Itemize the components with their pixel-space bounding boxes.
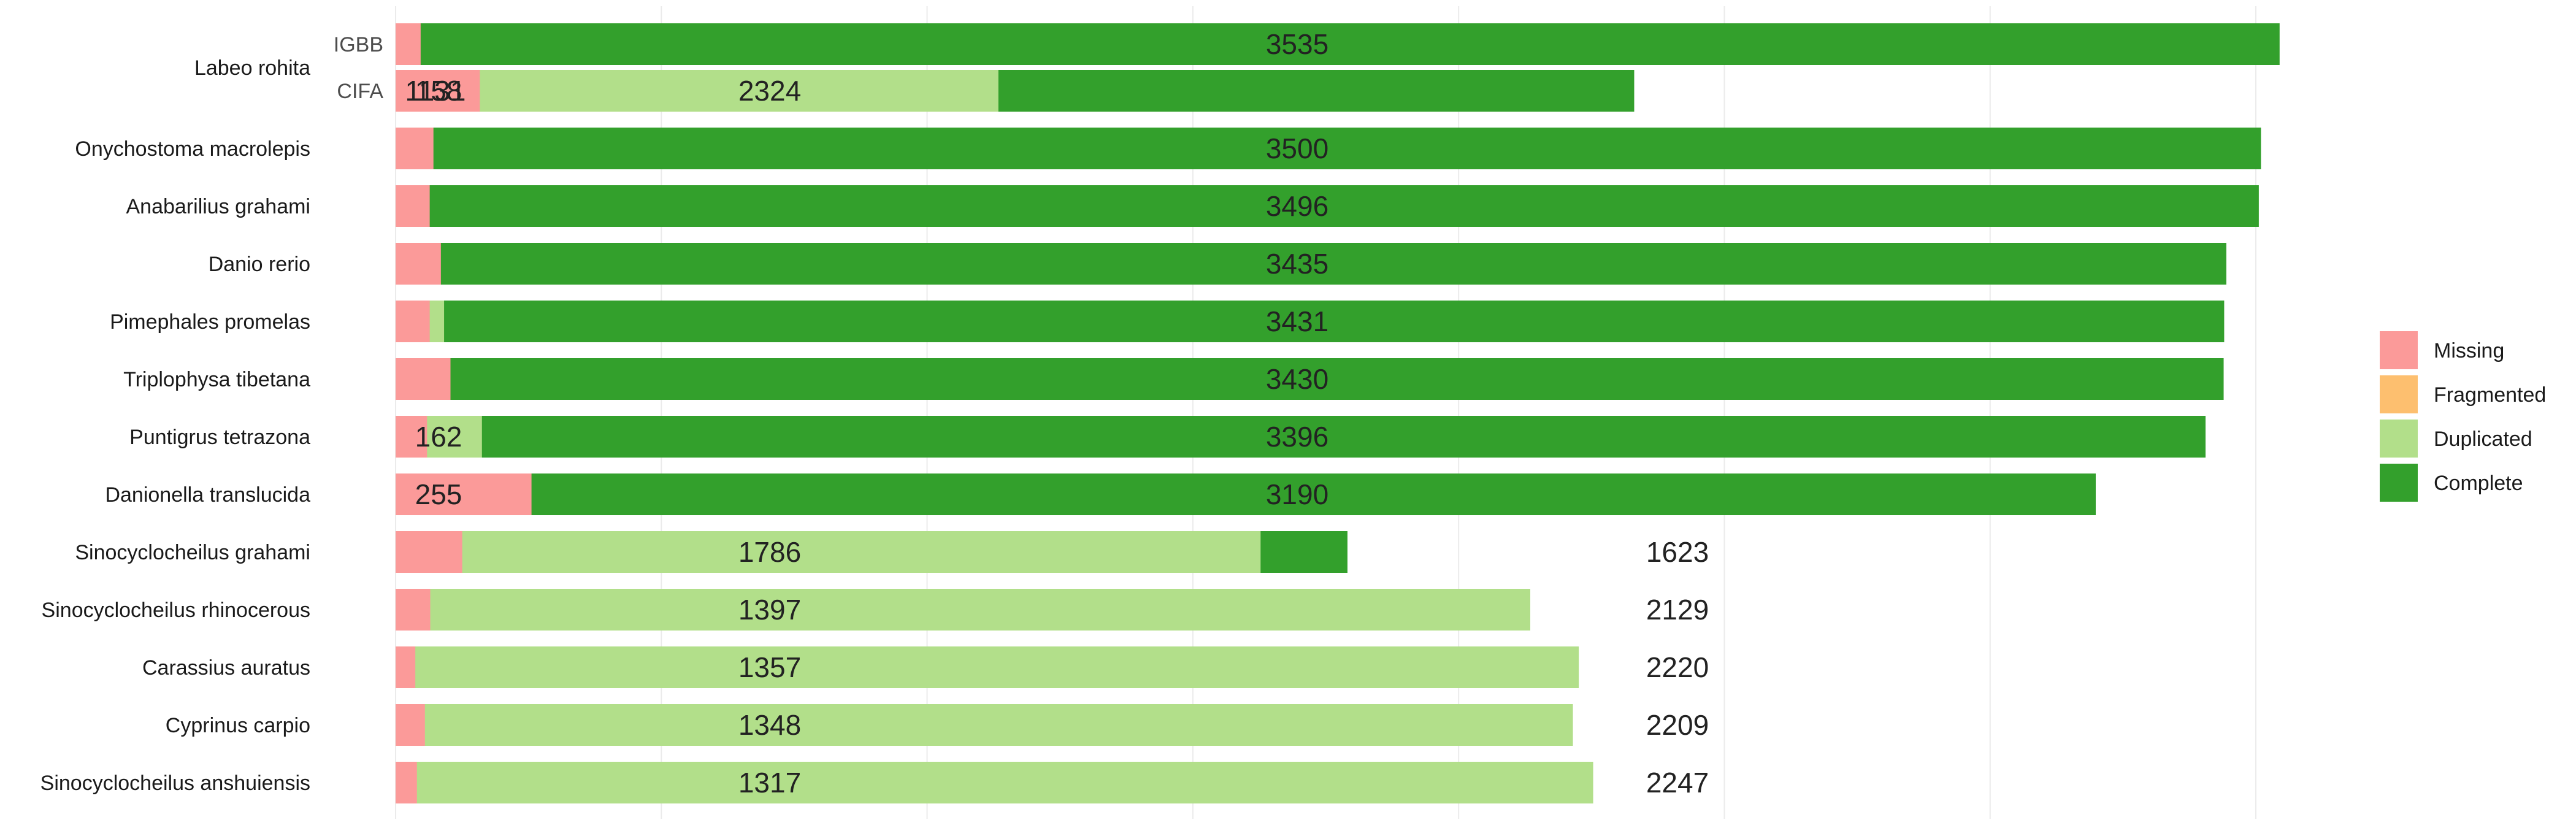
- y-axis-labels: IGBB CIFA Labeo rohita Onychostoma macrolep…: [40, 33, 384, 795]
- bar-duplicated-cyprinus-carpio: [396, 704, 1573, 746]
- bar-label-complete-sinocyclocheilus-rhinocerous: 1397: [738, 594, 801, 626]
- bar-label-missing-labeo-rohita-cifa: 158: [415, 75, 462, 107]
- bar-missing-anabarilius-grahami: [396, 185, 430, 227]
- legend-label-complete: Complete: [2434, 472, 2523, 495]
- bar-label-complete-puntigrus-tetrazona: 3396: [1266, 421, 1328, 453]
- bar-label-complete-danio-rerio: 3435: [1266, 248, 1328, 280]
- bar-label-duplicated-puntigrus-tetrazona: 162: [415, 421, 462, 453]
- bar-label-complete-labeo-rohita-cifa: 2324: [738, 75, 801, 107]
- bar-label-complete-pimephales-promelas: 3431: [1266, 305, 1328, 337]
- bar-label-duplicated-sinocyclocheilus-grahami: 1623: [1646, 536, 1709, 568]
- bar-label-complete-cyprinus-carpio: 1348: [738, 709, 801, 741]
- legend-swatch-missing: [2380, 331, 2418, 369]
- bar-label-complete-labeo-rohita-igbb: 3535: [1266, 28, 1328, 60]
- bar-complete-labeo-rohita-igbb: [396, 23, 2280, 65]
- bar-label-duplicated-carassius-auratus: 2220: [1646, 651, 1709, 683]
- y-label-sinocyclocheilus-anshuiensis: Sinocyclocheilus anshuiensis: [40, 772, 310, 795]
- bar-duplicated-labeo-rohita-cifa: [396, 70, 999, 112]
- y-label-danionella-translucida: Danionella translucida: [105, 483, 310, 507]
- bar-missing-danio-rerio: [396, 243, 441, 285]
- bar-complete-pimephales-promelas: [396, 301, 2225, 342]
- bar-missing-cyprinus-carpio: [396, 704, 425, 746]
- bar-label-duplicated-cyprinus-carpio: 2209: [1646, 709, 1709, 741]
- y-label-anabarilius-grahami: Anabarilius grahami: [126, 195, 311, 218]
- y-label-sinocyclocheilus-rhinocerous: Sinocyclocheilus rhinocerous: [42, 599, 310, 622]
- bar-complete-onychostoma-macrolepis: [396, 128, 2261, 169]
- legend-swatch-fragmented: [2380, 375, 2418, 413]
- bar-missing-labeo-rohita-cifa: [396, 70, 480, 112]
- bar-missing-sinocyclocheilus-rhinocerous: [396, 589, 431, 631]
- bar-label-missing-danionella-translucida: 255: [415, 478, 462, 510]
- bar-missing-danionella-translucida: [396, 473, 532, 515]
- bar-label-complete-onychostoma-macrolepis: 3500: [1266, 132, 1328, 164]
- group-label-cifa: CIFA: [337, 80, 383, 103]
- bar-missing-triplophysa-tibetana: [396, 358, 451, 400]
- y-label-puntigrus-tetrazona: Puntigrus tetrazona: [129, 426, 310, 449]
- legend-swatch-duplicated: [2380, 420, 2418, 458]
- bar-duplicated-sinocyclocheilus-anshuiensis: [396, 762, 1593, 803]
- y-label-pimephales-promelas: Pimephales promelas: [110, 310, 310, 334]
- bar-label-complete-triplophysa-tibetana: 3430: [1266, 363, 1328, 395]
- bar-label-duplicated-sinocyclocheilus-anshuiensis: 2247: [1646, 767, 1709, 799]
- legend-label-missing: Missing: [2434, 339, 2504, 362]
- bar-duplicated-carassius-auratus: [396, 646, 1579, 688]
- bar-label-complete-anabarilius-grahami: 3496: [1266, 190, 1328, 222]
- bar-segments: [396, 23, 2280, 803]
- y-label-danio-rerio: Danio rerio: [209, 253, 310, 276]
- bar-duplicated-sinocyclocheilus-rhinocerous: [396, 589, 1531, 631]
- y-label-carassius-auratus: Carassius auratus: [142, 656, 310, 680]
- bar-complete-puntigrus-tetrazona: [396, 416, 2206, 458]
- bar-missing-puntigrus-tetrazona: [396, 416, 427, 458]
- y-label-onychostoma-macrolepis: Onychostoma macrolepis: [75, 137, 310, 161]
- bar-complete-triplophysa-tibetana: [396, 358, 2224, 400]
- bar-missing-pimephales-promelas: [396, 301, 430, 342]
- y-label-cyprinus-carpio: Cyprinus carpio: [166, 714, 310, 737]
- bar-missing-sinocyclocheilus-grahami: [396, 531, 462, 573]
- bar-label-complete-sinocyclocheilus-grahami: 1786: [738, 536, 801, 568]
- bar-label-duplicated-sinocyclocheilus-rhinocerous: 2129: [1646, 594, 1709, 626]
- bar-label-complete-carassius-auratus: 1357: [738, 651, 801, 683]
- legend-swatch-complete: [2380, 464, 2418, 502]
- bar-missing-onychostoma-macrolepis: [396, 128, 434, 169]
- legend: Missing Fragmented Duplicated Complete: [2380, 331, 2546, 502]
- bar-duplicated-sinocyclocheilus-grahami: [396, 531, 1261, 573]
- y-label-triplophysa-tibetana: Triplophysa tibetana: [123, 368, 310, 391]
- bar-complete-danionella-translucida: [396, 473, 2096, 515]
- bar-label-complete-sinocyclocheilus-anshuiensis: 1317: [738, 767, 801, 799]
- y-label-sinocyclocheilus-grahami: Sinocyclocheilus grahami: [75, 541, 310, 564]
- bar-missing-sinocyclocheilus-anshuiensis: [396, 762, 417, 803]
- legend-label-fragmented: Fragmented: [2434, 383, 2546, 407]
- bar-complete-anabarilius-grahami: [396, 185, 2259, 227]
- y-label-labeo-rohita: Labeo rohita: [194, 56, 310, 80]
- bar-missing-labeo-rohita-igbb: [396, 23, 421, 65]
- legend-label-duplicated: Duplicated: [2434, 427, 2532, 451]
- bar-label-complete-danionella-translucida: 3190: [1266, 478, 1328, 510]
- bar-complete-danio-rerio: [396, 243, 2226, 285]
- group-label-igbb: IGBB: [334, 33, 383, 56]
- bar-label-duplicated-labeo-rohita-cifa: 1131: [405, 75, 466, 107]
- bar-missing-carassius-auratus: [396, 646, 416, 688]
